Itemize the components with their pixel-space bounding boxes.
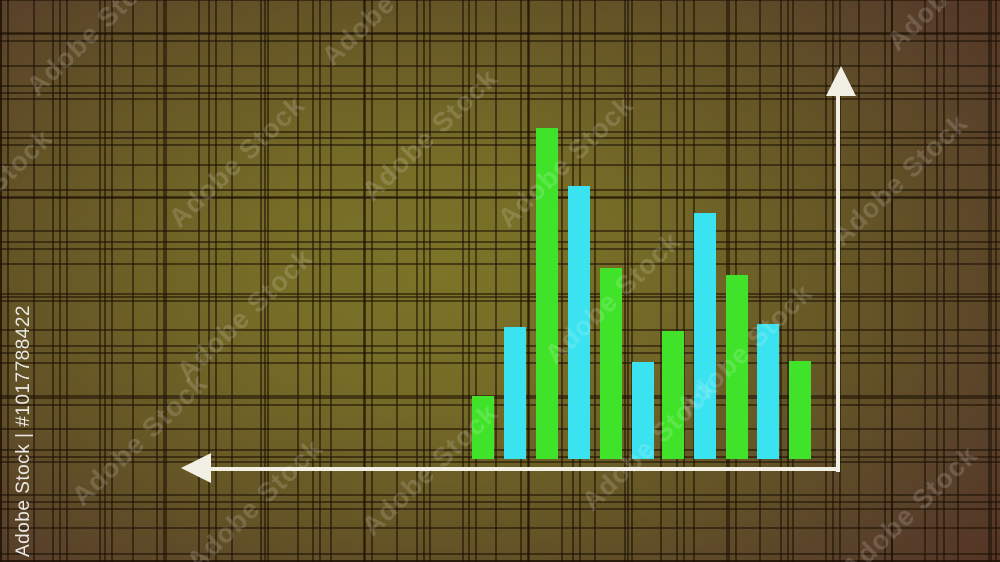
bar: [472, 396, 494, 459]
x-axis-line: [206, 467, 840, 471]
bar: [789, 361, 811, 459]
bar: [504, 327, 526, 459]
x-axis-arrowhead-icon: [181, 453, 211, 483]
bar: [536, 128, 558, 459]
bar: [662, 331, 684, 459]
bar: [694, 213, 716, 459]
bar: [568, 186, 590, 459]
bar: [600, 268, 622, 459]
y-axis-line: [836, 92, 840, 472]
bar: [757, 324, 779, 459]
bar: [632, 362, 654, 459]
bar: [726, 275, 748, 459]
y-axis-arrowhead-icon: [826, 66, 856, 96]
